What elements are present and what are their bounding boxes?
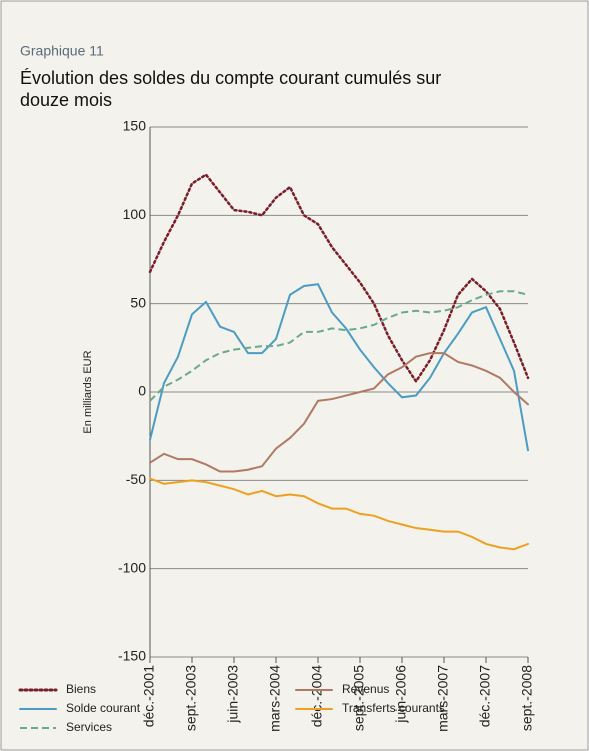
legend-label: Biens xyxy=(66,682,96,696)
x-tick-label: déc.-2007 xyxy=(477,665,493,727)
y-tick-label: -50 xyxy=(126,471,146,487)
legend-label: Transferts courants xyxy=(342,701,445,715)
series-line xyxy=(149,352,529,473)
y-tick-label: 100 xyxy=(123,206,147,222)
x-tick-label: juin-2003 xyxy=(225,665,241,724)
x-tick-label: déc.-2001 xyxy=(141,665,157,727)
x-tick-label: sept.-2005 xyxy=(351,665,367,731)
title-text: douze mois xyxy=(20,90,112,110)
y-tick-label: 50 xyxy=(130,294,146,310)
series-line xyxy=(149,290,529,402)
legend-label: Services xyxy=(66,720,112,734)
legend-label: Solde courant xyxy=(66,701,141,715)
x-tick-label: sept.-2008 xyxy=(519,665,535,731)
series-line xyxy=(149,477,529,551)
chart-kicker: Graphique 11 xyxy=(20,43,104,59)
y-axis-label: En milliards EUR xyxy=(82,350,94,433)
chart-title: Évolution des soldes du compte courant c… xyxy=(20,68,441,110)
x-tick-label: juin-2006 xyxy=(393,665,409,724)
y-tick-label: 150 xyxy=(123,118,147,134)
y-tick-label: 0 xyxy=(138,383,146,399)
series-line xyxy=(149,283,529,452)
title-text: Évolution des soldes du compte courant c… xyxy=(20,68,441,88)
x-tick-label: mars-2004 xyxy=(267,665,283,732)
series-line xyxy=(148,173,530,384)
x-tick-label: mars-2007 xyxy=(435,665,451,732)
legend-label: Revenus xyxy=(342,682,389,696)
y-tick-label: -100 xyxy=(118,559,146,575)
x-tick-label: déc.-2004 xyxy=(309,665,325,727)
y-tick-label: -150 xyxy=(118,648,146,664)
x-tick-label: sept.-2003 xyxy=(183,665,199,731)
